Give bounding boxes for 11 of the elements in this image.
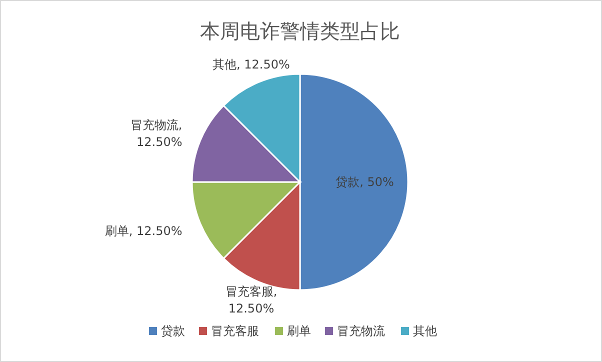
- chart-title: 本周电诈警情类型占比: [200, 19, 400, 43]
- data-label: 其他, 12.50%: [212, 57, 290, 72]
- legend-label: 刷单: [287, 324, 311, 338]
- data-label: 贷款, 50%: [336, 175, 394, 189]
- legend-label: 冒充物流: [337, 324, 385, 338]
- legend-label: 冒充客服: [211, 324, 259, 338]
- data-label: 冒充物流, 12.50%: [130, 118, 182, 150]
- data-label: 冒充客服, 12.50%: [225, 284, 278, 316]
- legend-label: 贷款: [161, 324, 185, 338]
- data-label: 刷单, 12.50%: [104, 224, 182, 238]
- legend-label: 其他: [413, 324, 437, 338]
